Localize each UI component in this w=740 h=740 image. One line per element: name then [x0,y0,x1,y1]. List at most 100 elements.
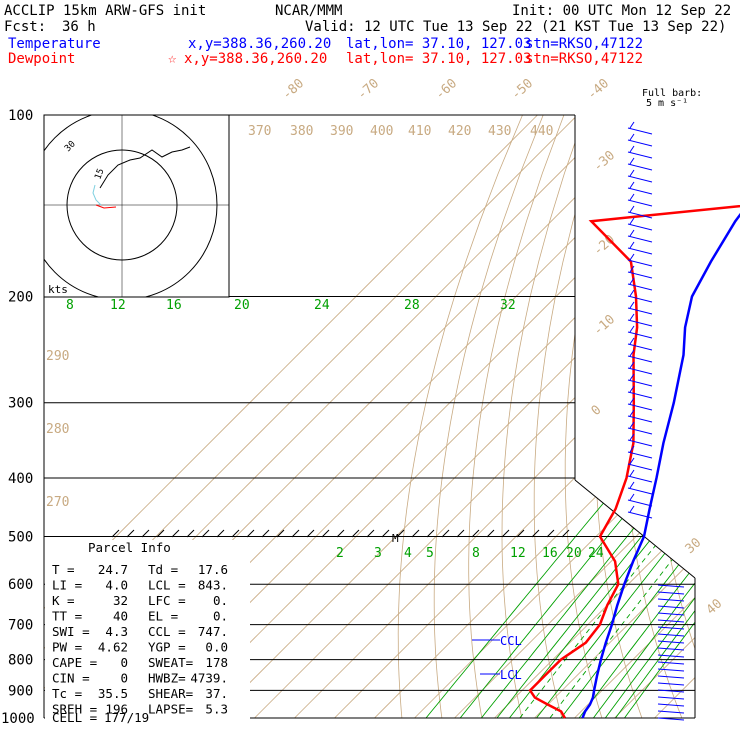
wind-barb-flag [629,409,635,417]
wind-barb-flag [629,337,635,345]
parcel-row-value-a: 40 [113,609,128,624]
parcel-info-rows: T = 24.7 Td = 17.6 LI = 4.0 LCL = 843. K = 32 LFC … [52,562,228,717]
theta-270 [468,115,565,718]
wind-barb [657,717,685,721]
parcel-row-label-b: HWBZ= [148,671,186,686]
wind-barb-flag [629,241,635,249]
mixing-label-upper-0: 8 [66,298,74,313]
wind-barb [657,626,685,630]
hodograph-inset: kts 15 30 [43,114,230,298]
wind-barb-flag [629,205,635,213]
pressure-label-500: 500 [8,529,33,545]
hatch-tick [381,529,390,538]
wind-barb [657,605,685,609]
fcst-value: 36 h [62,19,96,35]
temperature-legend: Temperature [8,36,101,52]
parcel-cell-value: 177/19 [104,710,149,725]
wind-barb-flag [629,133,635,141]
wind-barb [627,427,653,435]
wind-barb [627,127,653,135]
mixing-label-lower-7: 20 [566,546,582,561]
dewpoint-latlon: lat,lon= 37.10, 127.03 [346,51,531,67]
wind-barb [627,307,653,315]
pressure-label-800: 800 [8,653,33,669]
wind-barb-flag [629,445,635,453]
theta-280 [501,115,585,718]
parcel-row-label-a: SWI = [52,624,90,639]
wind-barb [627,295,653,303]
wind-barb [627,259,653,267]
parcel-row-value-a: 4.62 [98,640,128,655]
mixing-label-upper-4: 24 [314,298,330,313]
mixing-label-lower-4: 8 [472,546,480,561]
hatch-tick [276,529,285,538]
isotherm-label-8: 0 [589,403,605,419]
wind-barb [627,511,653,519]
theta-label-left-0: 290 [46,349,69,364]
wind-barb [627,355,653,363]
wind-barb-flag [629,229,635,237]
wind-barb [657,689,685,693]
wind-barb-flag [629,505,635,513]
mixing-ratio-32 [624,296,695,718]
hatch-tick [186,529,195,538]
hatch-tick [411,529,420,538]
wind-barb [657,619,685,623]
isotherm--20 [414,115,695,718]
wind-barb-flag [629,265,635,273]
wind-barb-flag [629,181,635,189]
wind-barb [627,415,653,423]
isotherm--70 [214,115,695,718]
parcel-row-value-a: 35.5 [98,686,128,701]
model-title: ACCLIP 15km ARW-GFS init [4,3,206,19]
wind-barb [627,235,653,243]
parcel-row-label-b: Td = [148,562,178,577]
hatch-tick [201,529,210,538]
mixing-label-lower-2: 4 [404,546,412,561]
hatch-tick [456,529,465,538]
dewpoint-line [528,204,740,719]
pressure-labels: 100 200 300 400 500 600 700 800 900 1000 [1,108,35,727]
barb-note-2: 5 m s⁻¹ [646,98,688,109]
hatch-tick [306,529,315,538]
parcel-row-value-a: 0 [120,671,128,686]
isotherm-label-1: -70 [355,76,382,103]
hatch-tick [291,529,300,538]
parcel-row-value-b: 0.0 [205,640,228,655]
hatch-tick [261,529,270,538]
hatch-tick [231,529,240,538]
isotherm--40 [334,115,695,718]
m-label: M [392,532,399,545]
pressure-label-200: 200 [8,290,33,306]
wind-barb [627,319,653,327]
mixing-label-lower-5: 12 [510,546,526,561]
wind-barb [627,343,653,351]
wind-barb [627,379,653,387]
wind-barb [627,451,653,459]
wind-barbs [627,121,685,721]
isotherm--30 [374,115,695,718]
isotherm--60 [254,115,695,718]
isotherm--140 [44,115,538,718]
wind-barb [657,640,685,644]
pressure-label-300: 300 [8,396,33,412]
parcel-info-title: Parcel Info [88,540,171,555]
pressure-label-1000: 1000 [1,711,35,727]
hatch-tick [396,529,405,538]
isotherm-0 [494,115,695,718]
isotherm-20 [574,115,695,718]
theta-label-top-4: 410 [408,124,431,139]
hatch-tick [561,529,570,538]
wind-barb [627,139,653,147]
parcel-row-value-b: 4739. [190,671,228,686]
theta-340 [679,115,695,718]
theta-label-top-1: 380 [290,124,313,139]
wind-barb-flag [629,361,635,369]
profile-series [528,204,740,719]
parcel-row-label-a: Tc = [52,686,82,701]
temperature-xy: x,y=388.36,260.20 [188,36,331,52]
parcel-row-value-b: 843. [198,578,228,593]
wind-barb-flag [629,145,635,153]
theta-290 [533,115,606,718]
hatch-tick [366,529,375,538]
